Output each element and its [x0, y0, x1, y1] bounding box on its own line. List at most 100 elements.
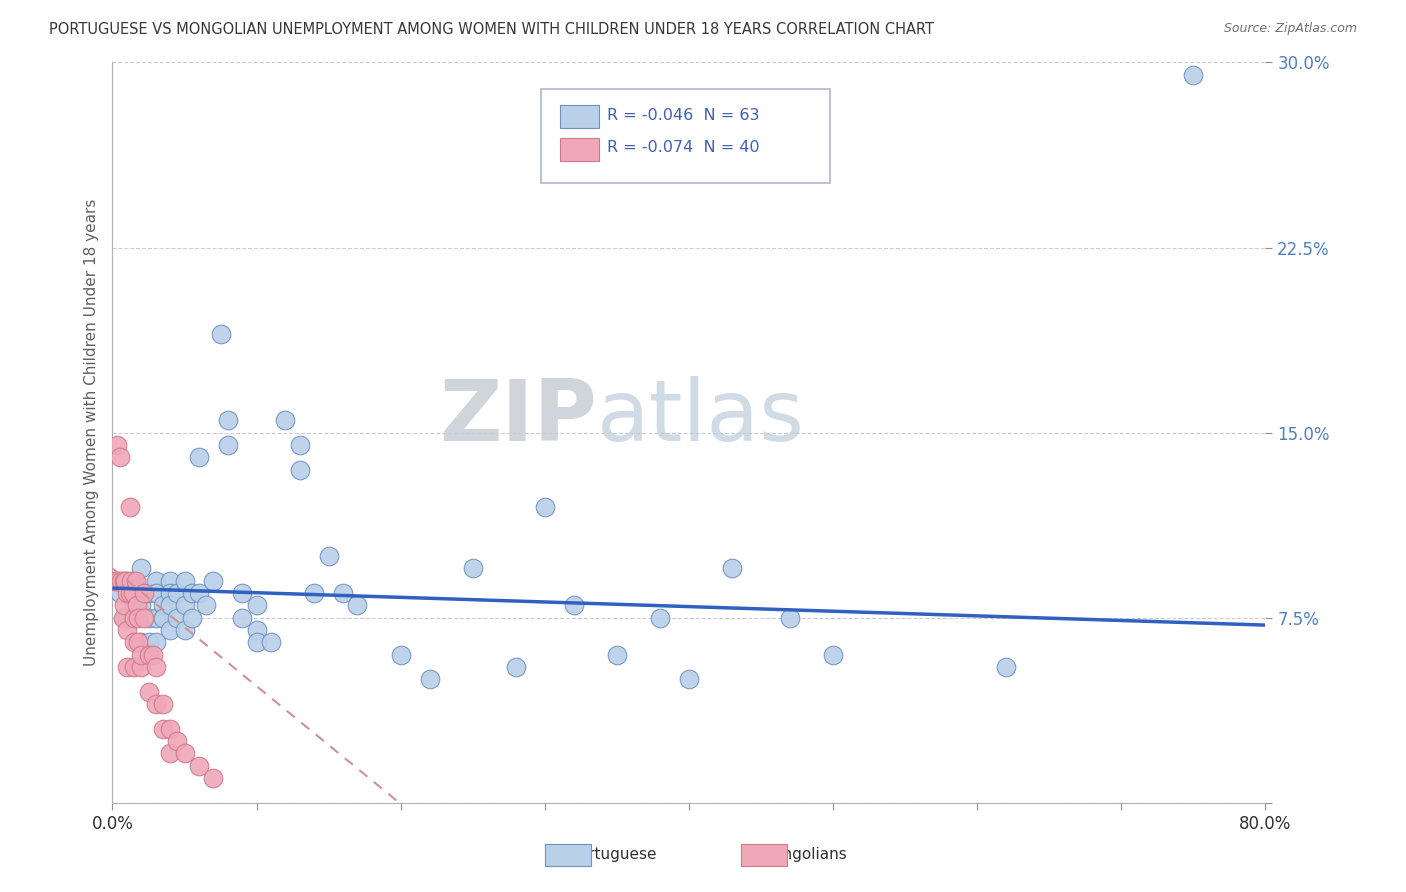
Point [821, 648, 844, 662]
FancyBboxPatch shape [741, 844, 787, 866]
Point [166, 586, 188, 600]
Point [173, 623, 195, 637]
Point [173, 599, 195, 613]
Point [120, 574, 142, 588]
Point [159, 574, 181, 588]
Point [118, 500, 141, 514]
Point [115, 574, 138, 588]
Point [129, 561, 153, 575]
Point [332, 586, 354, 600]
Point [180, 586, 202, 600]
Y-axis label: Unemployment Among Women with Children Under 18 years: Unemployment Among Women with Children U… [83, 199, 98, 666]
Point [145, 660, 167, 674]
Point [188, 758, 211, 772]
Point [217, 413, 239, 427]
Point [142, 648, 165, 662]
Point [138, 648, 160, 662]
Point [122, 574, 145, 588]
Point [115, 660, 138, 674]
Point [346, 599, 368, 613]
Point [134, 610, 156, 624]
Point [202, 771, 225, 785]
Point [145, 586, 167, 600]
Point [419, 673, 441, 687]
Point [461, 561, 484, 575]
Point [129, 648, 153, 662]
Point [246, 599, 269, 613]
Point [152, 610, 174, 624]
Point [152, 599, 174, 613]
Point [562, 599, 585, 613]
Point [188, 450, 211, 465]
Point [138, 685, 160, 699]
Point [127, 635, 149, 649]
Point [145, 697, 167, 711]
Point [1182, 68, 1205, 82]
Text: R = -0.046  N = 63: R = -0.046 N = 63 [607, 108, 759, 122]
Point [288, 438, 311, 452]
Point [678, 673, 700, 687]
Point [145, 574, 167, 588]
Point [505, 660, 527, 674]
Point [108, 450, 131, 465]
Point [115, 623, 138, 637]
Point [122, 599, 145, 613]
Point [124, 574, 146, 588]
Point [209, 326, 232, 341]
Point [195, 599, 218, 613]
Point [246, 623, 269, 637]
Point [118, 586, 141, 600]
Point [121, 586, 143, 600]
Point [231, 586, 253, 600]
Point [125, 599, 148, 613]
Point [180, 610, 202, 624]
Point [166, 610, 188, 624]
Point [105, 438, 128, 452]
Point [159, 586, 181, 600]
Point [145, 635, 167, 649]
Point [107, 574, 129, 588]
Text: Portuguese: Portuguese [571, 847, 657, 863]
Point [246, 635, 269, 649]
Point [115, 586, 138, 600]
Point [108, 586, 131, 600]
Point [159, 747, 181, 761]
Point [995, 660, 1018, 674]
Point [188, 586, 211, 600]
Point [111, 610, 134, 624]
Point [152, 722, 174, 736]
Point [129, 635, 153, 649]
Point [122, 610, 145, 624]
Point [112, 610, 135, 624]
Point [389, 648, 412, 662]
Point [152, 697, 174, 711]
Point [650, 610, 672, 624]
Point [129, 660, 153, 674]
Point [304, 586, 326, 600]
Text: atlas: atlas [596, 376, 804, 459]
Point [159, 599, 181, 613]
Point [288, 462, 311, 476]
Point [606, 648, 628, 662]
Point [159, 722, 181, 736]
Text: PORTUGUESE VS MONGOLIAN UNEMPLOYMENT AMONG WOMEN WITH CHILDREN UNDER 18 YEARS CO: PORTUGUESE VS MONGOLIAN UNEMPLOYMENT AMO… [49, 22, 934, 37]
Point [122, 660, 145, 674]
Point [129, 599, 153, 613]
Point [231, 610, 253, 624]
Point [173, 747, 195, 761]
Point [534, 500, 557, 514]
Text: Mongolians: Mongolians [761, 847, 848, 863]
Text: ZIP: ZIP [439, 376, 596, 459]
Point [138, 586, 160, 600]
Point [112, 574, 135, 588]
FancyBboxPatch shape [546, 844, 591, 866]
Point [779, 610, 801, 624]
Point [318, 549, 340, 563]
Point [110, 574, 132, 588]
Point [217, 438, 239, 452]
Point [134, 586, 156, 600]
Point [145, 610, 167, 624]
Point [114, 574, 136, 588]
Point [127, 610, 149, 624]
Text: Source: ZipAtlas.com: Source: ZipAtlas.com [1223, 22, 1357, 36]
